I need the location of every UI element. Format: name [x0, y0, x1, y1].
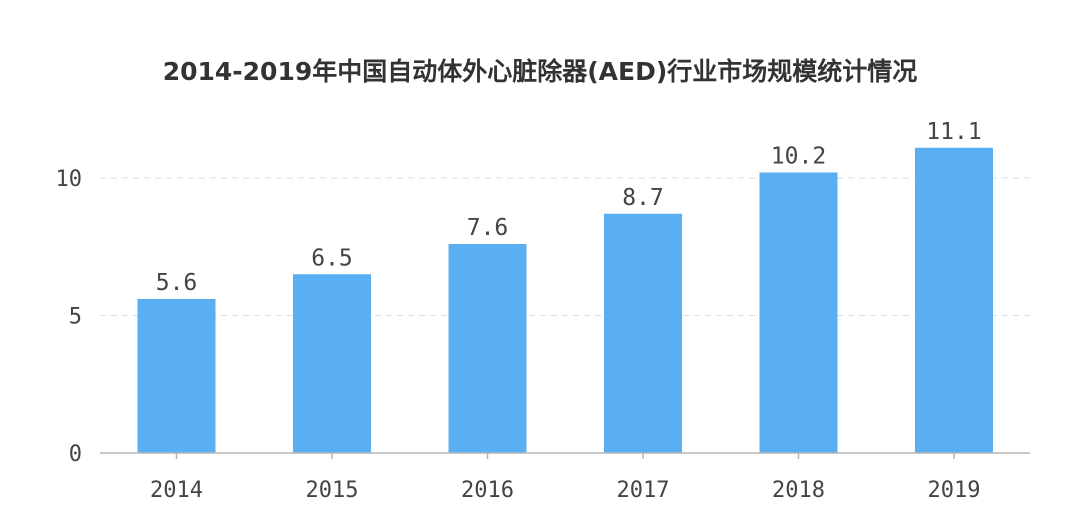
x-tick-label: 2017	[617, 478, 670, 503]
x-tick-label: 2016	[461, 478, 514, 503]
data-label: 7.6	[467, 215, 509, 241]
y-tick-label: 0	[69, 442, 82, 467]
x-tick-label: 2014	[150, 478, 203, 503]
bar	[759, 172, 838, 453]
data-label: 10.2	[771, 144, 826, 170]
bar	[915, 147, 993, 453]
x-tick-label: 2019	[928, 478, 981, 503]
bars	[137, 147, 993, 453]
data-label: 8.7	[622, 185, 664, 211]
axes: 0 5 10 2014 2015 2016 2017 2018 2019	[56, 167, 1030, 503]
data-labels: 5.6 6.5 7.6 8.7 10.2 11.1	[156, 119, 982, 296]
x-tick-label: 2018	[772, 478, 825, 503]
bar	[604, 213, 682, 453]
gridlines	[100, 177, 1030, 316]
bar	[293, 274, 371, 453]
x-tick-label: 2015	[306, 478, 359, 503]
bar	[137, 299, 216, 453]
data-label: 11.1	[926, 119, 981, 145]
y-tick-label: 5	[69, 305, 82, 330]
y-tick-label: 10	[56, 167, 83, 192]
bar	[448, 244, 527, 453]
chart-title: 2014-2019年中国自动体外心脏除器(AED)行业市场规模统计情况	[162, 57, 918, 86]
data-label: 5.6	[156, 270, 198, 296]
data-label: 6.5	[311, 245, 353, 271]
